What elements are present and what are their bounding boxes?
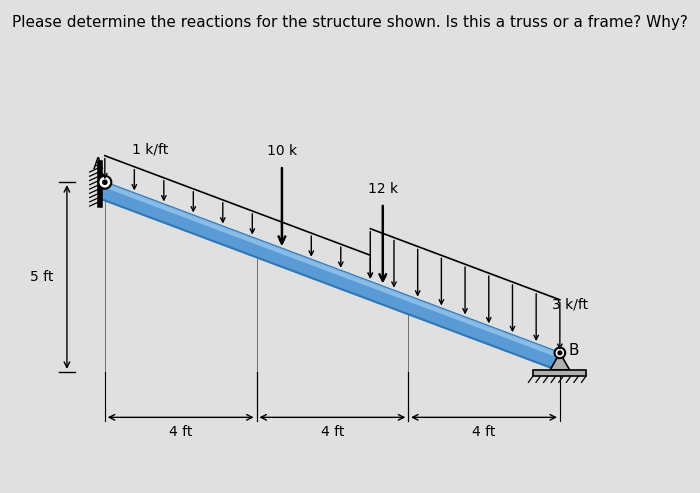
Polygon shape: [550, 353, 570, 370]
Circle shape: [554, 348, 565, 358]
Text: Please determine the reactions for the structure shown. Is this a truss or a fra: Please determine the reactions for the s…: [12, 15, 688, 30]
Text: 3 k/ft: 3 k/ft: [552, 298, 589, 312]
Text: 1 k/ft: 1 k/ft: [132, 142, 169, 156]
Text: 10 k: 10 k: [267, 144, 297, 158]
Text: 4 ft: 4 ft: [473, 425, 496, 439]
Circle shape: [103, 180, 107, 184]
Polygon shape: [103, 182, 560, 357]
Text: 4 ft: 4 ft: [169, 425, 192, 439]
Text: 4 ft: 4 ft: [321, 425, 344, 439]
Text: A: A: [92, 157, 103, 172]
Polygon shape: [99, 182, 560, 369]
Text: 5 ft: 5 ft: [30, 270, 54, 284]
Circle shape: [99, 176, 111, 189]
Text: B: B: [568, 344, 579, 358]
Bar: [533, 370, 587, 376]
Text: 12 k: 12 k: [368, 182, 398, 196]
Circle shape: [558, 351, 562, 355]
